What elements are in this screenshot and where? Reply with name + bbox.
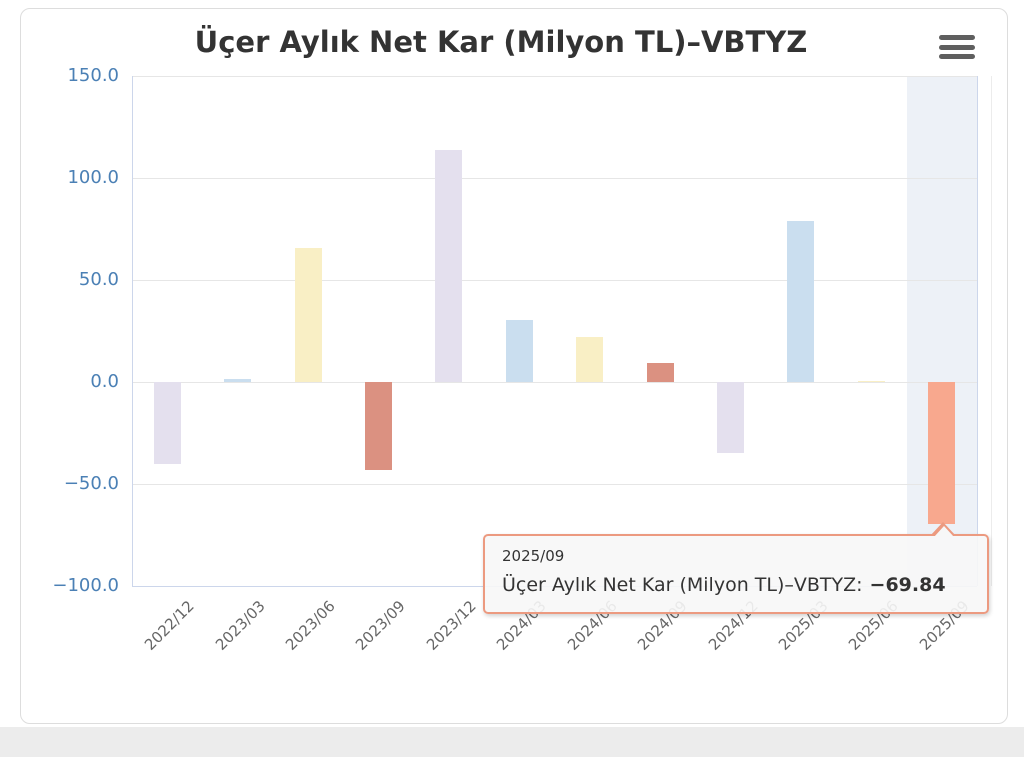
hamburger-bar (939, 54, 975, 59)
chart-title: Üçer Aylık Net Kar (Milyon TL)–VBTYZ (194, 25, 808, 59)
y-axis-label: 0.0 (90, 371, 119, 392)
bar-2025-09[interactable] (928, 382, 956, 525)
tooltip-series-label: Üçer Aylık Net Kar (Milyon TL)–VBTYZ: (502, 574, 863, 596)
bar-2023-12[interactable] (435, 150, 463, 382)
gridline (132, 178, 977, 179)
export-menu-button[interactable] (933, 29, 981, 67)
tooltip-category: 2025/09 (502, 547, 565, 565)
y-axis-label: 100.0 (67, 167, 119, 188)
bar-2024-09[interactable] (646, 363, 674, 382)
bar-2024-03[interactable] (505, 319, 533, 382)
y-axis-label: 50.0 (78, 269, 119, 290)
gridline (132, 484, 977, 485)
gridline (132, 280, 977, 281)
y-axis-label: 150.0 (67, 65, 119, 86)
bar-2023-06[interactable] (294, 247, 322, 382)
y-axis-label: −50.0 (63, 473, 119, 494)
y-axis-line (132, 76, 133, 586)
tooltip-body: Üçer Aylık Net Kar (Milyon TL)–VBTYZ: −69… (502, 572, 971, 599)
hamburger-bar (939, 35, 975, 40)
chart-card: Üçer Aylık Net Kar (Milyon TL)–VBTYZ 150… (20, 8, 1008, 724)
bar-2024-06[interactable] (576, 336, 604, 382)
tooltip-value: −69.84 (869, 574, 946, 596)
bar-2023-03[interactable] (224, 378, 252, 382)
hamburger-bar (939, 44, 975, 50)
chart-edge-line (991, 76, 992, 586)
bar-2024-12[interactable] (717, 382, 745, 453)
bar-2025-03[interactable] (787, 221, 815, 382)
tooltip-arrow-fill (934, 526, 954, 537)
plot-right-line (977, 76, 978, 586)
bar-2022-12[interactable] (153, 382, 181, 464)
plot-area: 150.0 100.0 50.0 0.0 −50.0 −100.0 2022/12 2023/… (52, 65, 992, 654)
gridline (132, 382, 977, 383)
hamburger-menu-icon (939, 35, 975, 59)
tooltip: 2025/09 Üçer Aylık Net Kar (Milyon TL)–V… (483, 522, 989, 614)
gridline (132, 76, 977, 77)
y-axis-label: −100.0 (52, 575, 119, 596)
bar-2023-09[interactable] (364, 382, 392, 470)
page-background-strip (0, 727, 1024, 757)
bar-2025-06[interactable] (857, 380, 885, 383)
